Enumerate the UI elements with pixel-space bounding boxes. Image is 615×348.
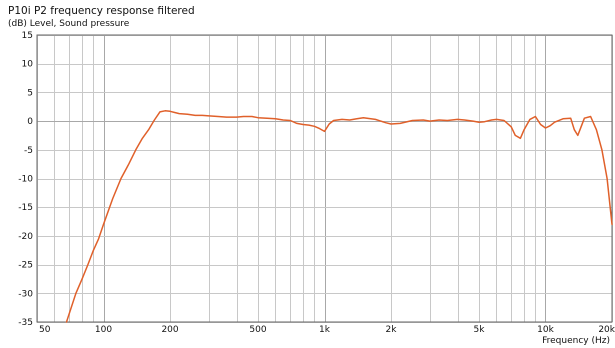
y-tick-labels: 15 10 5 0 -5 -10 -15 -20 -25 -30 -35 <box>18 31 33 328</box>
series-group <box>65 110 613 323</box>
y-tick-label: -15 <box>18 203 33 213</box>
y-tick-label: 10 <box>22 60 34 70</box>
y-tick-label: -30 <box>18 289 33 299</box>
x-tick-labels: 50 100 200 500 1k 2k 5k 10k 20k <box>39 325 615 335</box>
y-axis-label: (dB) Level, Sound pressure <box>8 19 130 29</box>
y-tick-label: -20 <box>18 232 33 242</box>
chart-title: P10i P2 frequency response filtered <box>8 5 195 17</box>
x-tick-label: 10k <box>537 325 554 335</box>
x-tick-label: 5k <box>473 325 485 335</box>
x-axis-label: Frequency (Hz) <box>542 336 610 346</box>
plot-frame <box>36 34 613 323</box>
x-tick-label: 50 <box>39 325 51 335</box>
y-tick-label: 15 <box>22 31 33 41</box>
x-tick-label: 2k <box>386 325 398 335</box>
y-tick-label: -35 <box>18 318 33 328</box>
y-tick-label: 5 <box>27 88 33 98</box>
y-tick-label: -5 <box>24 146 33 156</box>
x-tick-label: 500 <box>249 325 266 335</box>
series-line <box>65 110 613 323</box>
x-tick-label: 200 <box>161 325 178 335</box>
y-tick-label: 0 <box>27 117 33 127</box>
x-tick-label: 1k <box>319 325 331 335</box>
y-tick-label: -25 <box>18 261 33 271</box>
y-tick-label: -10 <box>18 175 33 185</box>
x-tick-label: 20k <box>598 325 615 335</box>
x-tick-label: 100 <box>95 325 112 335</box>
